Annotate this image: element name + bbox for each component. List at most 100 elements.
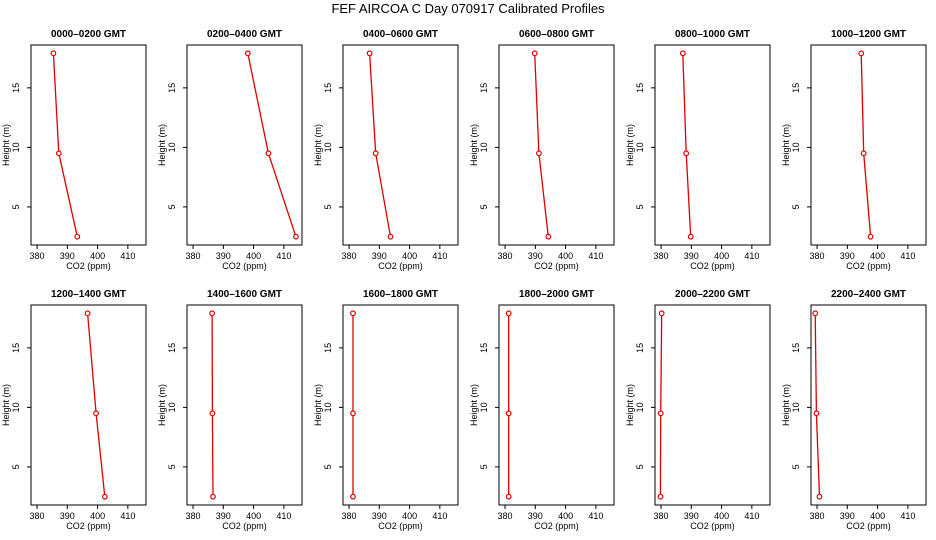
x-tick-label: 380 (810, 511, 825, 521)
y-axis-label: Height (m) (469, 124, 479, 166)
x-tick-label: 390 (840, 511, 855, 521)
profile-panel: 1200–1400 GMT 380 390 400 410 CO2 (ppm) 5 10 15 H… (1, 289, 147, 531)
x-tick-label: 400 (558, 251, 573, 261)
panel-title: 1600–1800 GMT (363, 289, 438, 300)
y-tick-label: 10 (11, 402, 21, 412)
x-tick-label: 390 (60, 251, 75, 261)
x-tick-label: 390 (216, 251, 231, 261)
data-point (74, 233, 81, 240)
x-tick-label: 410 (276, 251, 291, 261)
x-tick-label: 390 (216, 511, 231, 521)
x-tick-label: 390 (528, 511, 543, 521)
y-axis-label: Height (m) (625, 124, 635, 166)
x-axis-label: CO2 (ppm) (222, 261, 267, 271)
profile-panel: 2000–2200 GMT 380 390 400 410 CO2 (ppm) 5 10 15 H… (625, 289, 771, 531)
data-point (545, 233, 552, 240)
panel-title: 0600–0800 GMT (519, 29, 594, 40)
data-point (210, 493, 216, 500)
x-tick-label: 390 (60, 511, 75, 521)
panel-title: 0800–1000 GMT (675, 29, 750, 40)
x-tick-label: 390 (528, 251, 543, 261)
profile-panel: 0400–0600 GMT 380 390 400 410 CO2 (ppm) 5 10 15 H… (313, 29, 459, 271)
x-tick-label: 390 (840, 251, 855, 261)
profile-panel: 1800–2000 GMT 380 390 400 410 CO2 (ppm) 5 10 15 H… (469, 289, 615, 531)
y-tick-label: 5 (11, 204, 21, 209)
data-point (813, 410, 820, 417)
y-tick-label: 10 (167, 142, 177, 152)
y-axis-label: Height (m) (313, 124, 323, 166)
y-tick-label: 5 (323, 204, 333, 209)
data-point (366, 50, 373, 57)
y-tick-label: 5 (479, 464, 489, 469)
profile-line (534, 53, 549, 237)
panel-title: 0200–0400 GMT (207, 29, 282, 40)
x-tick-label: 400 (402, 251, 417, 261)
plot-frame (810, 44, 927, 246)
panel-title: 2200–2400 GMT (831, 289, 906, 300)
data-point (55, 150, 62, 157)
plot-frame (654, 304, 771, 506)
y-tick-label: 15 (323, 343, 333, 353)
x-axis-label: CO2 (ppm) (846, 261, 891, 271)
data-point (657, 493, 664, 500)
profile-line (86, 313, 106, 497)
y-tick-label: 5 (323, 464, 333, 469)
x-tick-label: 380 (186, 511, 201, 521)
x-tick-label: 380 (30, 251, 45, 261)
data-point (350, 310, 356, 317)
y-tick-label: 15 (479, 343, 489, 353)
panel-title: 2000–2200 GMT (675, 289, 750, 300)
plot-frame (810, 304, 927, 506)
y-tick-label: 15 (479, 83, 489, 93)
x-tick-label: 380 (342, 251, 357, 261)
y-tick-label: 10 (323, 402, 333, 412)
data-point (265, 150, 272, 157)
y-tick-label: 15 (791, 83, 801, 93)
profile-line (52, 53, 78, 237)
y-tick-label: 15 (167, 343, 177, 353)
x-tick-label: 410 (900, 511, 915, 521)
profile-panel: 1600–1800 GMT 380 390 400 410 CO2 (ppm) 5 10 15 H… (313, 289, 459, 531)
panel-title: 1200–1400 GMT (51, 289, 126, 300)
profile-line (247, 53, 297, 237)
y-tick-label: 15 (323, 83, 333, 93)
data-point (209, 310, 216, 317)
x-tick-label: 410 (432, 251, 447, 261)
y-axis-label: Height (m) (781, 124, 791, 166)
y-axis-label: Height (m) (1, 124, 11, 166)
y-tick-label: 5 (635, 204, 645, 209)
x-tick-label: 400 (90, 511, 105, 521)
x-tick-label: 410 (276, 511, 291, 521)
x-axis-label: CO2 (ppm) (222, 521, 267, 531)
x-tick-label: 390 (372, 251, 387, 261)
plot-frame (498, 44, 615, 246)
y-axis-label: Height (m) (313, 384, 323, 426)
y-tick-label: 15 (791, 343, 801, 353)
data-point (858, 50, 865, 57)
profile-line (211, 313, 214, 497)
profile-line (814, 313, 821, 497)
y-tick-label: 10 (323, 142, 333, 152)
x-tick-label: 380 (654, 511, 669, 521)
y-axis-label: Height (m) (781, 384, 791, 426)
x-tick-label: 410 (120, 251, 135, 261)
data-point (505, 310, 512, 317)
data-point (244, 50, 251, 57)
x-axis-label: CO2 (ppm) (534, 261, 579, 271)
x-tick-label: 400 (90, 251, 105, 261)
x-tick-label: 380 (810, 251, 825, 261)
x-tick-label: 380 (498, 511, 513, 521)
plot-frame (498, 304, 615, 506)
y-tick-label: 5 (167, 204, 177, 209)
figure-title: FEF AIRCOA C Day 070917 Calibrated Profi… (331, 1, 605, 16)
y-tick-label: 15 (167, 83, 177, 93)
y-tick-label: 5 (635, 464, 645, 469)
y-tick-label: 5 (479, 204, 489, 209)
data-point (687, 233, 694, 240)
profile-panel: 0800–1000 GMT 380 390 400 410 CO2 (ppm) 5 10 15 H… (625, 29, 771, 271)
x-tick-label: 380 (498, 251, 513, 261)
y-tick-label: 5 (791, 204, 801, 209)
y-tick-label: 10 (635, 402, 645, 412)
profile-panel: 0600–0800 GMT 380 390 400 410 CO2 (ppm) 5 10 15 H… (469, 29, 615, 271)
